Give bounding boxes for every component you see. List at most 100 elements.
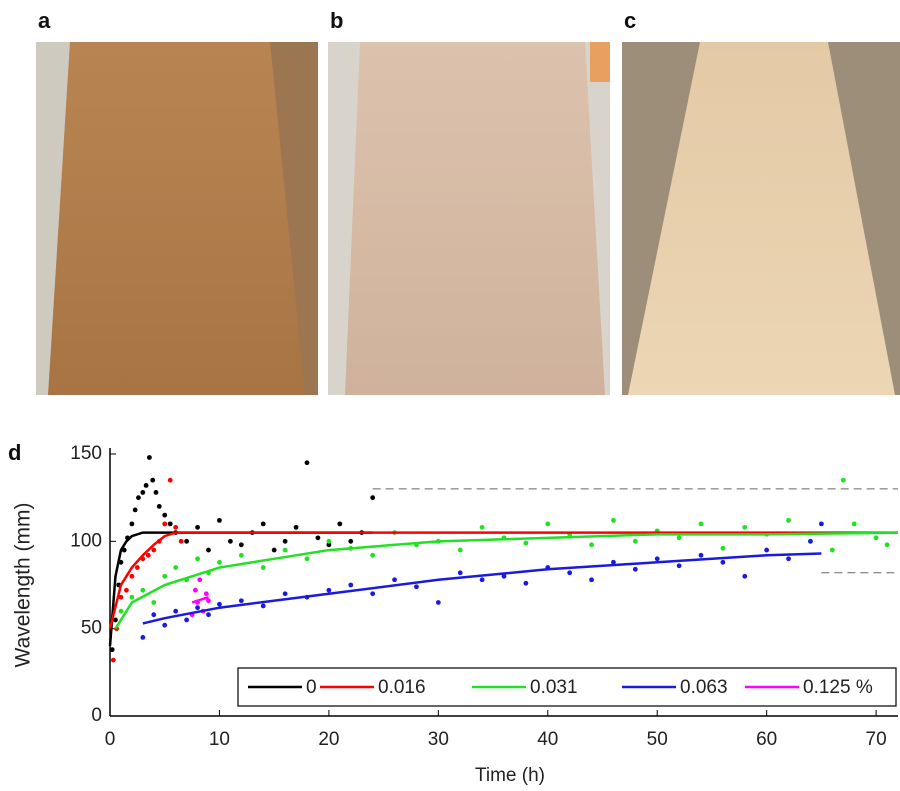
point bbox=[132, 507, 138, 513]
y-tick-label: 150 bbox=[70, 443, 102, 464]
point bbox=[162, 622, 168, 628]
point bbox=[829, 547, 835, 553]
point bbox=[818, 521, 824, 527]
point bbox=[118, 608, 124, 614]
point bbox=[173, 565, 179, 570]
legend-label: 0 bbox=[306, 677, 317, 698]
point bbox=[348, 538, 354, 544]
point bbox=[840, 477, 846, 483]
point bbox=[282, 591, 288, 597]
point bbox=[304, 556, 310, 562]
point bbox=[304, 460, 310, 466]
point bbox=[764, 547, 770, 553]
point bbox=[217, 559, 222, 565]
point bbox=[873, 535, 879, 541]
point bbox=[167, 477, 173, 483]
point bbox=[611, 517, 616, 523]
point bbox=[206, 612, 211, 618]
point bbox=[786, 517, 791, 523]
point bbox=[260, 565, 266, 570]
point bbox=[184, 617, 190, 623]
point bbox=[150, 477, 156, 483]
point bbox=[162, 521, 168, 527]
point bbox=[851, 521, 857, 527]
point bbox=[145, 552, 151, 558]
point bbox=[632, 538, 638, 544]
point bbox=[173, 524, 179, 530]
point bbox=[129, 594, 135, 600]
x-tick-label: 60 bbox=[756, 729, 777, 750]
panel-label: a bbox=[38, 8, 51, 33]
y-tick-label: 100 bbox=[70, 530, 102, 551]
x-tick-label: 70 bbox=[866, 729, 887, 750]
point bbox=[238, 598, 244, 604]
point bbox=[545, 521, 551, 527]
fit-line bbox=[114, 531, 899, 630]
legend-label: 0.125 % bbox=[803, 677, 873, 698]
point bbox=[337, 521, 343, 527]
point bbox=[151, 612, 157, 618]
point bbox=[479, 577, 485, 583]
point bbox=[109, 647, 115, 653]
point bbox=[151, 547, 157, 553]
point bbox=[632, 566, 638, 572]
point bbox=[156, 504, 162, 509]
point bbox=[260, 521, 266, 527]
point bbox=[589, 542, 594, 548]
point bbox=[523, 580, 529, 586]
legend-label: 0.031 bbox=[530, 677, 578, 698]
point bbox=[195, 556, 200, 562]
point bbox=[167, 521, 173, 527]
fit-line bbox=[191, 596, 209, 604]
x-tick-label: 40 bbox=[537, 729, 558, 750]
legend-label: 0.063 bbox=[680, 677, 728, 698]
point bbox=[136, 495, 141, 501]
point bbox=[162, 512, 168, 518]
point bbox=[676, 563, 682, 569]
point bbox=[238, 542, 244, 548]
point bbox=[217, 517, 222, 523]
point bbox=[435, 600, 441, 605]
point bbox=[370, 495, 376, 501]
point bbox=[457, 547, 463, 553]
point bbox=[260, 603, 266, 609]
point bbox=[129, 573, 135, 579]
x-tick-label: 0 bbox=[105, 729, 116, 750]
photo-b bbox=[328, 42, 610, 395]
point bbox=[457, 570, 463, 576]
point bbox=[238, 552, 244, 558]
point bbox=[140, 587, 146, 593]
point bbox=[611, 559, 616, 565]
photo-a bbox=[36, 42, 318, 395]
point bbox=[567, 570, 573, 576]
x-tick-label: 30 bbox=[428, 729, 449, 750]
point bbox=[195, 524, 200, 530]
x-axis-label: Time (h) bbox=[475, 765, 545, 786]
x-tick-label: 10 bbox=[209, 729, 230, 750]
point bbox=[698, 552, 704, 558]
y-tick-label: 50 bbox=[81, 618, 102, 639]
point bbox=[720, 559, 726, 565]
point bbox=[151, 600, 157, 605]
x-tick-label: 20 bbox=[318, 729, 339, 750]
point bbox=[326, 538, 332, 544]
point bbox=[589, 577, 594, 583]
point bbox=[134, 565, 140, 570]
point bbox=[184, 538, 190, 544]
fit-line bbox=[108, 531, 898, 629]
point bbox=[173, 608, 179, 614]
point bbox=[153, 490, 159, 495]
point bbox=[124, 587, 129, 593]
point bbox=[140, 635, 146, 640]
panel-label: b bbox=[330, 8, 343, 33]
point bbox=[698, 521, 704, 527]
point bbox=[140, 490, 146, 495]
point bbox=[348, 582, 354, 588]
point bbox=[282, 547, 288, 553]
legend-label: 0.016 bbox=[378, 677, 426, 698]
panel-label: d bbox=[8, 440, 21, 465]
point bbox=[162, 573, 168, 579]
point bbox=[195, 605, 200, 611]
x-tick-label: 50 bbox=[647, 729, 668, 750]
